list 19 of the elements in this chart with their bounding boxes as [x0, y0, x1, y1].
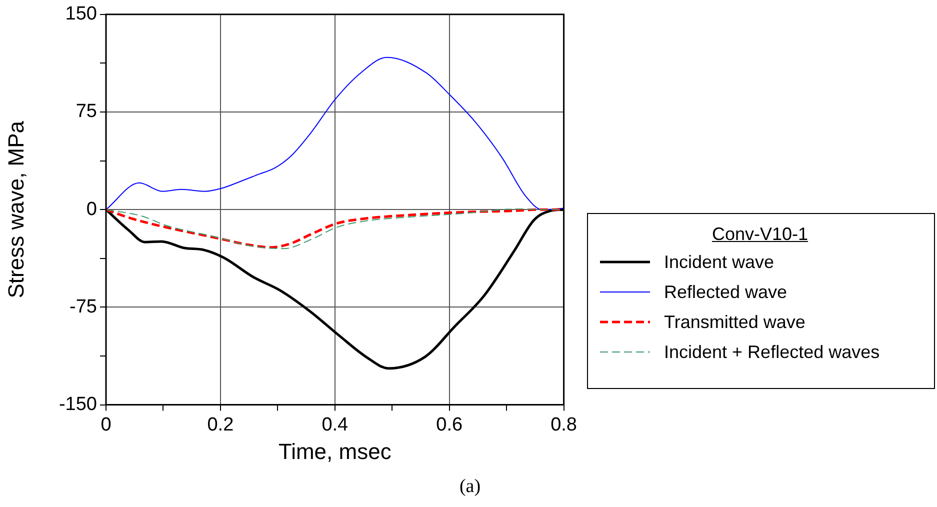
y-tick-label: -75 [70, 296, 97, 318]
legend-label: Incident + Reflected waves [664, 342, 880, 362]
legend-label: Incident wave [664, 252, 774, 272]
y-tick-label: 150 [65, 4, 97, 25]
x-tick-label: 0.4 [322, 414, 349, 436]
x-tick-label: 0.6 [436, 414, 463, 436]
x-axis-title: Time, msec [278, 438, 392, 464]
legend-label: Transmitted wave [664, 312, 806, 332]
y-tick-label: 75 [76, 101, 97, 122]
y-tick-label: -150 [58, 394, 97, 416]
legend-title: Conv-V10-1 [710, 224, 810, 245]
y-axis-title: Stress wave, MPa [3, 120, 28, 298]
y-tick-label: 0 [86, 198, 97, 220]
x-tick-label: 0.2 [207, 414, 234, 436]
x-tick-label: 0.8 [550, 414, 578, 436]
text: (a) [458, 476, 482, 498]
x-tick-label: 0 [100, 414, 112, 436]
line-series [106, 56, 564, 210]
legend-label: Reflected wave [664, 282, 788, 302]
